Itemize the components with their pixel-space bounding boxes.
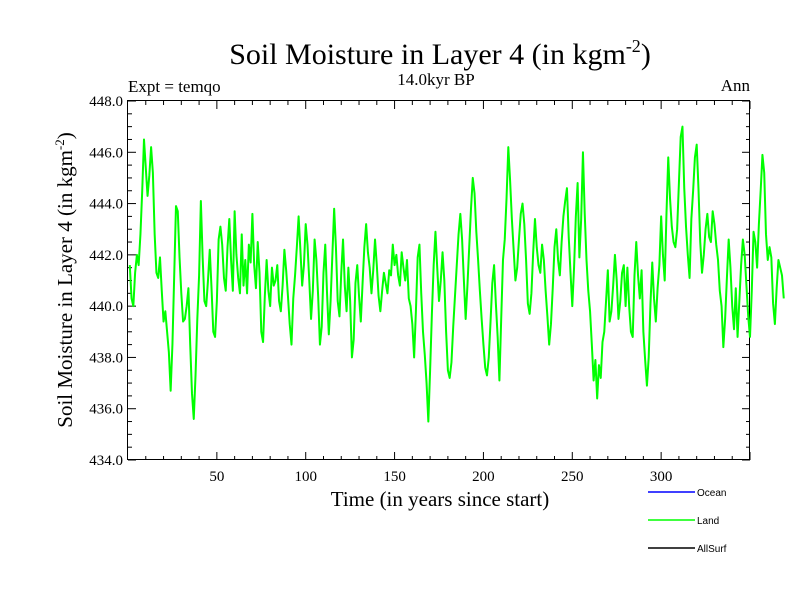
x-axis: 50 100 150 200 250 300 [145, 101, 751, 485]
x-tick-label: 50 [209, 469, 224, 485]
x-axis-label: Time (in years since start) [331, 487, 550, 511]
legend-label-allsurf: AllSurf [697, 544, 727, 555]
y-axis-label-sup: -2 [52, 139, 67, 150]
y-axis: 434.0 436.0 438.0 440.0 442.0 444.0 446.0 448.0 [89, 94, 750, 469]
chart-title: Soil Moisture in Layer 4 (in kgm-2) [229, 36, 651, 71]
subtitle-period: 14.0kyr BP [397, 70, 474, 89]
subtitle-expt: Expt = temqo [128, 77, 221, 96]
y-axis-label: Soil Moisture in Layer 4 (in kgm-2) [52, 132, 77, 427]
chart-title-sup: -2 [626, 36, 641, 56]
y-tick-label: 434.0 [89, 453, 123, 469]
y-axis-label-main: Soil Moisture in Layer 4 (in kgm [53, 150, 77, 428]
legend: Ocean Land AllSurf [648, 488, 727, 555]
subtitle-season: Ann [721, 76, 751, 95]
y-axis-label-close: ) [53, 132, 77, 139]
y-tick-label: 440.0 [89, 299, 123, 315]
x-tick-label: 200 [472, 469, 495, 485]
series-line-land [128, 125, 785, 423]
x-tick-label: 100 [294, 469, 317, 485]
legend-label-ocean: Ocean [697, 488, 726, 499]
x-tick-label: 300 [650, 469, 673, 485]
x-tick-label: 250 [561, 469, 584, 485]
y-tick-label: 448.0 [89, 94, 123, 110]
y-tick-label: 444.0 [89, 197, 123, 213]
y-tick-label: 436.0 [89, 402, 123, 418]
y-tick-label: 446.0 [89, 145, 123, 161]
x-tick-label: 150 [383, 469, 406, 485]
series-layer [128, 125, 785, 423]
chart-title-main: Soil Moisture in Layer 4 (in kgm [229, 38, 626, 71]
y-tick-label: 442.0 [89, 248, 123, 264]
legend-label-land: Land [697, 516, 719, 527]
y-tick-label: 438.0 [89, 350, 123, 366]
chart-title-close: ) [641, 38, 651, 71]
